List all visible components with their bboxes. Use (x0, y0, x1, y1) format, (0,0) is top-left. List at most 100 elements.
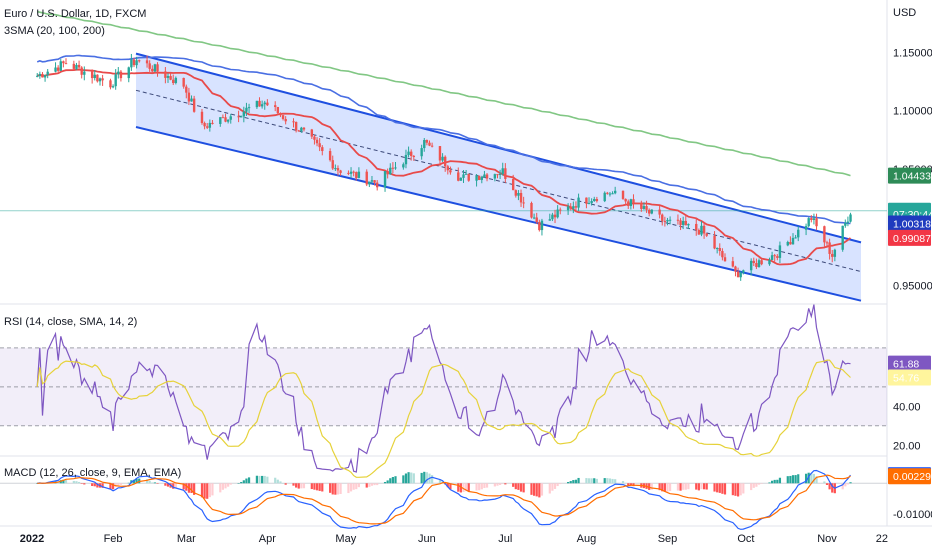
candle-body (786, 241, 789, 246)
macd-histogram-bar (145, 479, 149, 484)
macd-histogram-bar (352, 483, 355, 490)
candle-body (258, 100, 261, 107)
macd-histogram-bar (485, 483, 489, 488)
candle-body (114, 74, 117, 87)
candle-body (352, 171, 355, 173)
candle-body (621, 190, 625, 199)
candle-body (661, 214, 664, 221)
candle-body (464, 173, 468, 175)
macd-histogram-bar (676, 483, 680, 491)
candle-body (192, 98, 196, 112)
macd-histogram-bar (739, 483, 742, 496)
candle-body (281, 115, 285, 120)
macd-histogram-bar (661, 483, 664, 492)
candle-body (203, 122, 206, 127)
time-tick-label: Feb (104, 533, 123, 545)
macd-histogram-bar (791, 475, 795, 484)
candle-body (480, 177, 484, 180)
candle-body (72, 63, 76, 69)
candle-body (577, 197, 580, 208)
rsi-sma-line (36, 359, 851, 478)
macd-histogram-bar (281, 483, 285, 484)
candle-body (41, 73, 44, 78)
candle-body (532, 217, 536, 219)
macd-histogram-bar (365, 483, 368, 488)
candle-body (475, 175, 478, 181)
candle-body (595, 199, 599, 202)
macd-histogram-bar (496, 483, 499, 486)
macd-histogram-bar (734, 483, 737, 496)
candle-body (255, 100, 259, 108)
candle-body (357, 171, 361, 178)
candle-body (148, 63, 151, 69)
macd-histogram-bar (804, 473, 808, 484)
time-tick-label: Aug (577, 533, 597, 545)
macd-histogram-bar (182, 483, 185, 490)
candle-body (83, 71, 86, 75)
candle-body (294, 121, 298, 131)
channel-mid-line (135, 89, 862, 273)
candle-body (501, 168, 504, 174)
macd-histogram-bar (410, 472, 413, 484)
candle-body (812, 218, 816, 220)
candle-body (111, 86, 115, 88)
candle-body (647, 209, 651, 214)
macd-histogram-bar (603, 478, 606, 484)
macd-histogram-bar (687, 483, 690, 490)
candle-body (245, 107, 248, 112)
macd-histogram-bar (606, 478, 609, 484)
candle-body (247, 107, 251, 109)
time-tick-label: Jul (498, 533, 512, 545)
macd-histogram-bar (394, 476, 397, 484)
macd-histogram-bar (300, 483, 303, 489)
candle-body (804, 226, 808, 230)
macd-histogram-bar (514, 483, 517, 490)
candle-body (590, 201, 593, 204)
macd-histogram-bar (156, 483, 159, 484)
candle-body (276, 106, 280, 114)
candle-body (423, 140, 426, 149)
macd-histogram-bar (77, 481, 81, 484)
macd-histogram-bar (742, 483, 745, 494)
candle-body (151, 68, 154, 72)
macd-histogram-bar (648, 483, 651, 490)
macd-histogram-bar (127, 482, 130, 484)
macd-histogram-bar (373, 483, 376, 486)
candle-body (718, 248, 721, 252)
macd-histogram-bar (407, 472, 410, 484)
macd-histogram-bar (533, 483, 536, 496)
candle-body (757, 260, 761, 268)
candle-body (145, 60, 149, 64)
candle-body (496, 174, 499, 176)
macd-histogram-bar (153, 482, 157, 484)
macd-histogram-bar (679, 483, 682, 491)
macd-histogram-bar (695, 483, 698, 490)
macd-histogram-bar (297, 483, 300, 489)
candle-body (54, 67, 57, 72)
candle-body (833, 249, 837, 257)
candle-body (522, 202, 525, 204)
macd-histogram-bar (72, 480, 75, 484)
candle-body (734, 266, 737, 272)
candle-body (681, 220, 685, 225)
macd-histogram-bar (786, 476, 789, 484)
candle-body (608, 193, 612, 195)
rsi-badge: 54.76 (893, 373, 919, 385)
candle-body (302, 127, 306, 130)
macd-histogram-bar (517, 483, 520, 490)
candle-body (749, 260, 753, 271)
macd-histogram-bar (420, 472, 423, 484)
macd-histogram-bar (627, 483, 630, 486)
candle-body (77, 64, 81, 68)
macd-histogram-bar (284, 483, 287, 485)
candle-body (587, 203, 591, 205)
candle-body (318, 143, 321, 148)
macd-histogram-bar (841, 483, 844, 490)
macd-histogram-bar (425, 472, 428, 484)
macd-histogram-bar (773, 479, 776, 484)
macd-histogram-bar (242, 480, 245, 484)
candle-body (300, 127, 303, 131)
macd-histogram-bar (540, 483, 544, 496)
macd-histogram-bar (475, 483, 478, 491)
